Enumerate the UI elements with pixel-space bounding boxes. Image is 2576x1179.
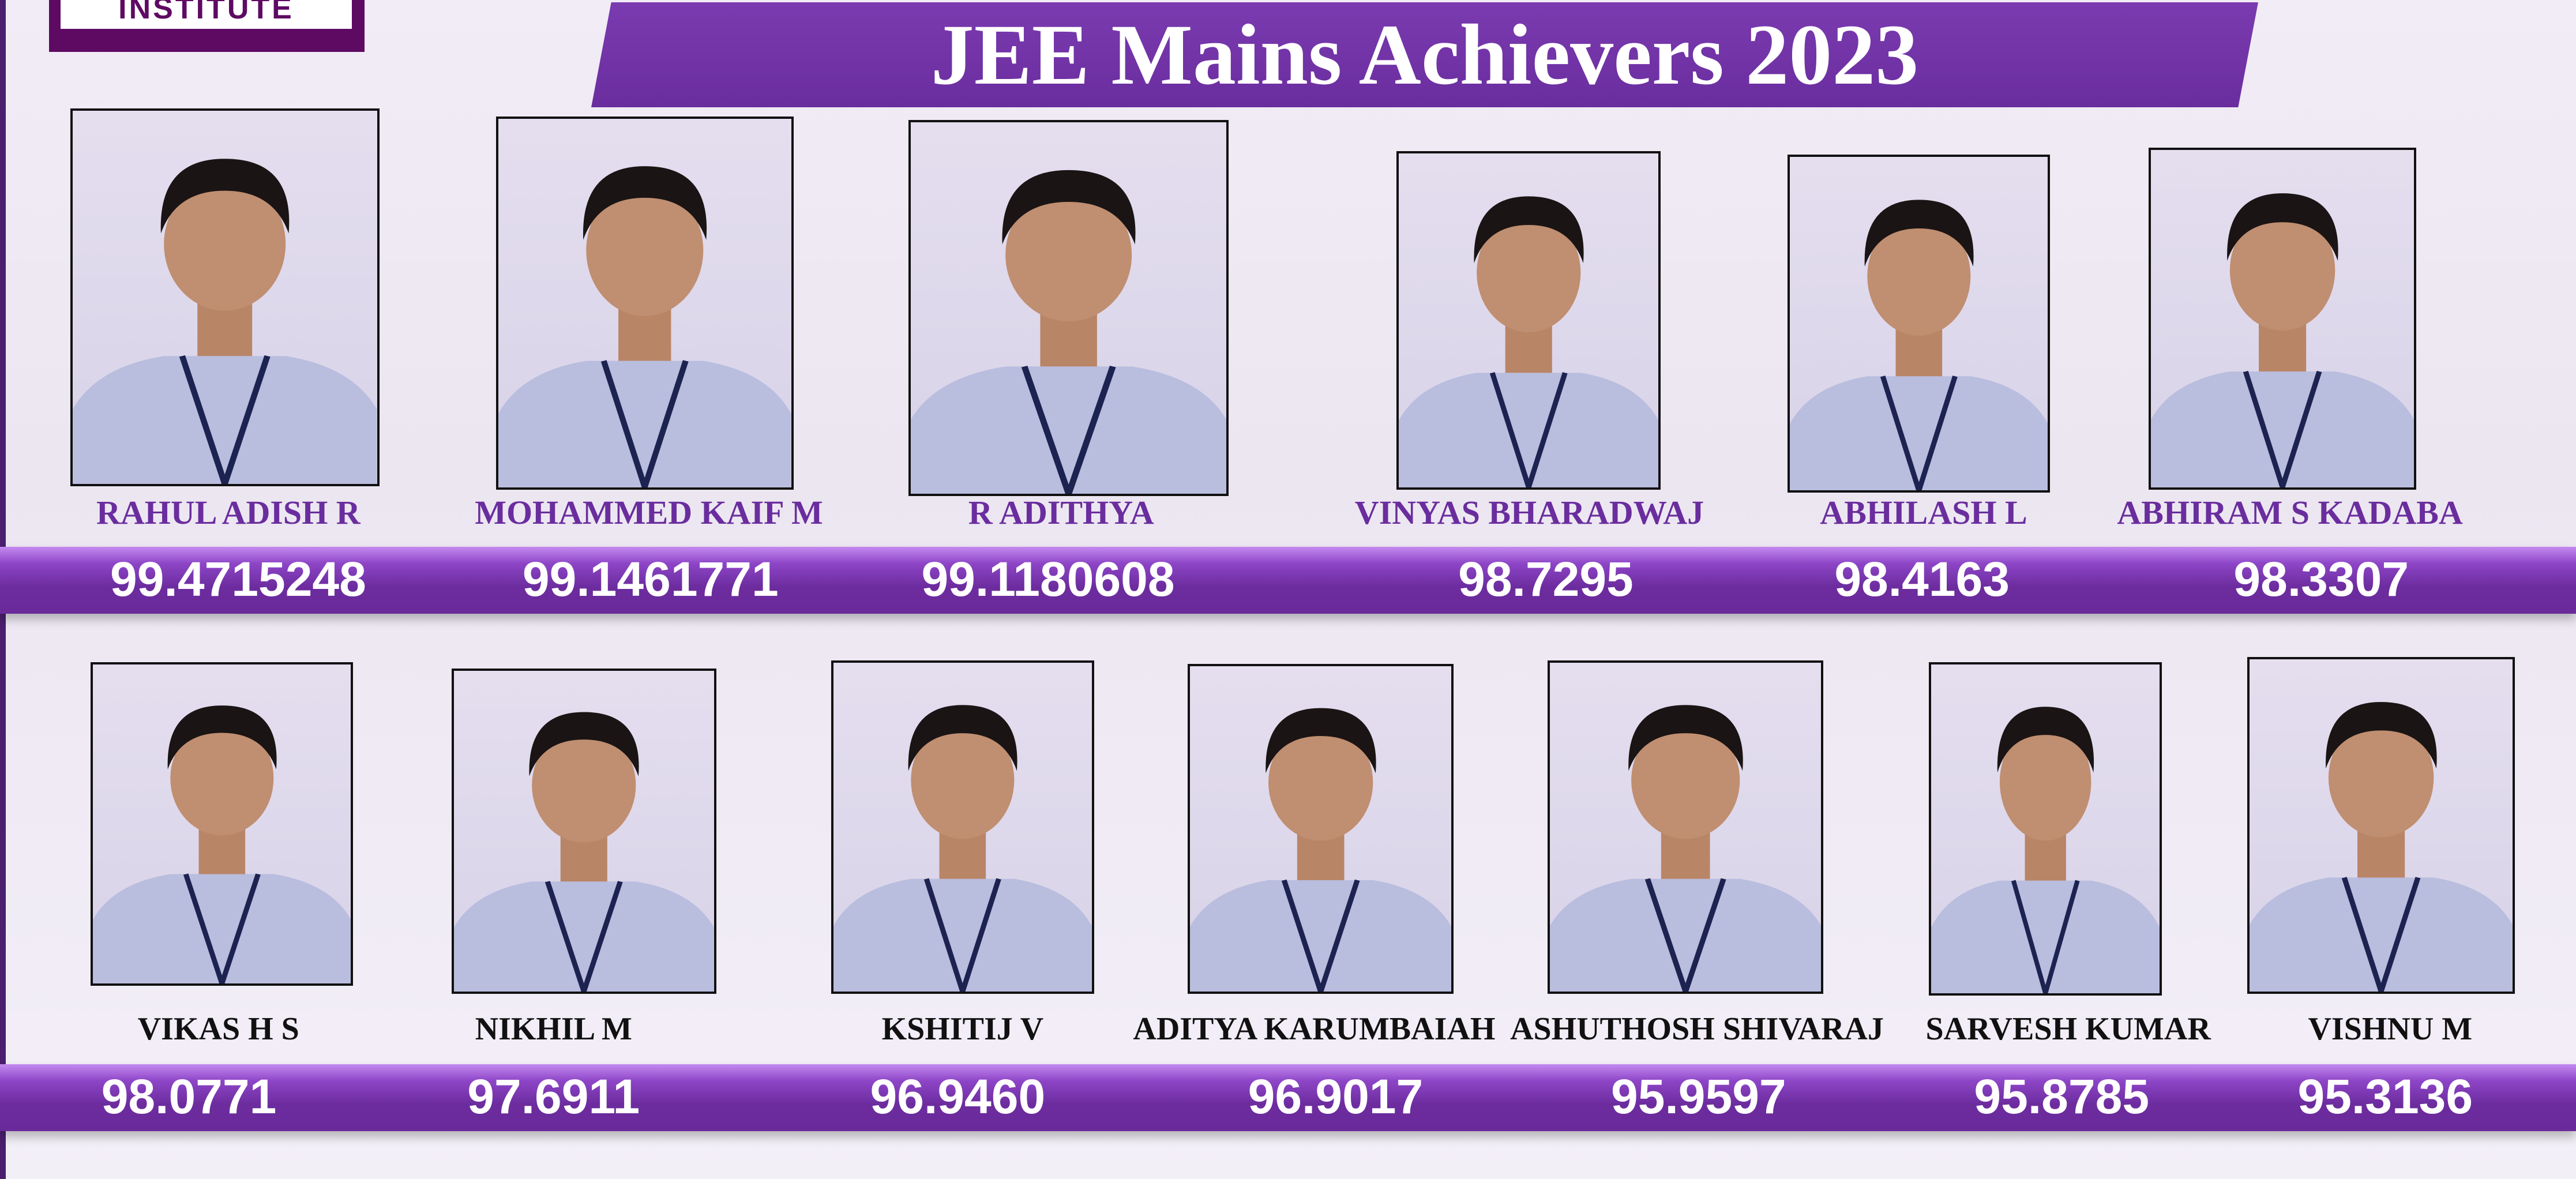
achiever-name: ABHILASH L — [1820, 494, 2027, 532]
achiever-name: KSHITIJ V — [881, 1011, 1044, 1047]
achiever-name: SARVESH KUMAR — [1925, 1011, 2211, 1047]
achiever-score: 95.8785 — [1974, 1069, 2150, 1124]
achiever-photo — [1928, 662, 2162, 996]
person-silhouette-icon — [73, 159, 377, 484]
achiever-score: 96.9460 — [870, 1069, 1046, 1124]
achiever-score: 99.1180608 — [921, 552, 1175, 607]
person-silhouette-icon — [2151, 193, 2414, 487]
achiever-photo — [831, 660, 1094, 994]
achiever-name: ABHIRAM S KADABA — [2117, 494, 2463, 532]
achiever-photo — [2247, 657, 2515, 994]
achiever-photo — [1396, 151, 1661, 490]
achiever-score: 99.1461771 — [522, 552, 779, 607]
achiever-photo — [908, 119, 1229, 497]
person-silhouette-icon — [2250, 702, 2513, 992]
score-band-row-1 — [0, 547, 2576, 614]
institute-logo: INSTITUTE — [49, 0, 365, 52]
person-silhouette-icon — [833, 705, 1092, 992]
person-silhouette-icon — [1789, 200, 2048, 491]
person-silhouette-icon — [92, 705, 351, 983]
achiever-name: VIKAS H S — [137, 1011, 299, 1047]
achiever-score: 98.0771 — [101, 1069, 277, 1124]
achiever-score: 95.9597 — [1611, 1069, 1786, 1124]
achiever-score: 99.4715248 — [110, 552, 366, 607]
person-silhouette-icon — [1931, 707, 2160, 993]
person-silhouette-icon — [1190, 708, 1452, 992]
achiever-photo — [2149, 148, 2417, 490]
achiever-photo — [1547, 660, 1824, 994]
achiever-score: 96.9017 — [1248, 1069, 1424, 1124]
person-silhouette-icon — [454, 712, 714, 992]
achiever-name: R ADITHYA — [968, 494, 1154, 532]
achiever-photo — [452, 669, 716, 994]
achiever-score: 98.7295 — [1458, 552, 1634, 607]
achiever-name: ADITYA KARUMBAIAH — [1133, 1011, 1496, 1047]
achiever-name: NIKHIL M — [475, 1011, 632, 1047]
score-band-row-2 — [0, 1064, 2576, 1131]
achiever-photo — [496, 117, 794, 490]
logo-text: INSTITUTE — [61, 0, 352, 29]
achiever-score: 97.6911 — [467, 1069, 640, 1124]
person-silhouette-icon — [1549, 705, 1822, 992]
achiever-name: MOHAMMED KAIF M — [475, 494, 823, 532]
achiever-photo — [70, 108, 380, 486]
achiever-score: 95.3136 — [2297, 1069, 2473, 1124]
achiever-name: VINYAS BHARADWAJ — [1354, 494, 1704, 532]
achiever-name: ASHUTHOSH SHIVARAJ — [1510, 1011, 1884, 1047]
person-silhouette-icon — [498, 166, 791, 487]
achiever-score: 98.3307 — [2233, 552, 2409, 607]
achiever-photo — [90, 662, 354, 986]
achiever-name: VISHNU M — [2308, 1011, 2473, 1047]
person-silhouette-icon — [910, 170, 1227, 494]
achiever-photo — [1188, 663, 1454, 994]
achiever-score: 98.4163 — [1834, 552, 2010, 607]
title-banner: JEE Mains Achievers 2023 — [591, 2, 2258, 107]
achiever-name: RAHUL ADISH R — [96, 494, 361, 532]
person-silhouette-icon — [1398, 196, 1659, 487]
page-title: JEE Mains Achievers 2023 — [930, 7, 1919, 103]
achiever-photo — [1787, 154, 2051, 493]
